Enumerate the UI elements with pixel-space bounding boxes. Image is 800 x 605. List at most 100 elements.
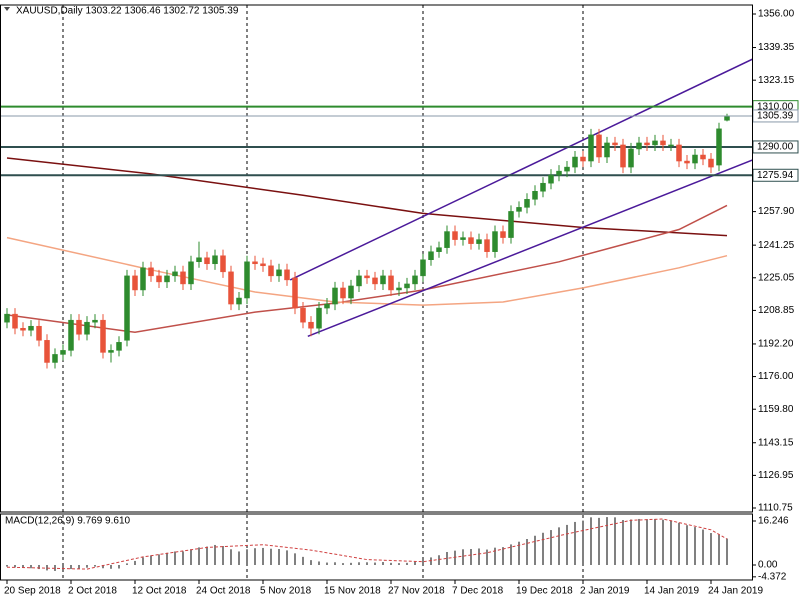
price-label: 1305.39 [757,111,794,122]
macd-bar [142,557,144,565]
candle-body [676,144,682,162]
macd-bar [14,564,16,568]
candle-body [124,275,130,341]
candle-body [604,142,610,158]
candle-body [204,257,210,265]
macd-bar [422,559,424,565]
candle-body [172,271,178,277]
x-tick-label: 24 Oct 2018 [196,586,251,597]
candle-body [44,340,50,363]
macd-bar [54,564,56,571]
macd-bar [254,548,256,565]
macd-bar [230,549,232,565]
candle-body [332,287,338,305]
candle-body [36,325,42,341]
macd-bar [86,564,88,568]
candle-body [636,142,642,150]
macd-bar [638,518,640,565]
candle-body [196,257,202,263]
candle-body [564,166,570,172]
candle-body [60,350,66,355]
macd-bar [566,524,568,565]
macd-bar [614,517,616,565]
level-label: 1275.94 [757,170,794,181]
x-tick-label: 20 Sep 2018 [4,586,61,597]
candle-body [612,142,618,146]
macd-bar [718,534,720,565]
x-tick-label: 27 Nov 2018 [388,586,445,597]
macd-bar [558,527,560,565]
candle-body [396,287,402,291]
x-tick-label: 7 Dec 2018 [452,586,504,597]
candle-body [524,199,530,208]
macd-bar [246,549,248,565]
candle-body [244,261,250,299]
candle-body [572,156,578,168]
candle-body [580,156,586,162]
candle-body [308,321,314,329]
candle-body [548,174,554,184]
candle-body [516,207,522,212]
candle-body [300,307,306,323]
candle-body [436,247,442,252]
macd-bar [694,527,696,565]
macd-bar [182,551,184,565]
candle-body [228,271,234,305]
macd-frame [0,513,753,581]
macd-bar [334,562,336,565]
macd-tick-label: -4.372 [758,571,787,582]
candle-body [540,182,546,192]
candle-body [68,319,74,351]
level-label: 1310.00 [757,101,794,112]
macd-bar [22,564,24,568]
candle-body [644,142,650,146]
macd-signal [6,518,728,570]
macd-bar [190,549,192,565]
macd-bar [486,549,488,565]
macd-bar [174,551,176,565]
candle-body [316,307,322,329]
macd-bar [206,546,208,565]
candle-body [596,134,602,158]
candle-body [356,275,362,287]
trend-line [289,58,752,281]
x-tick-label: 14 Jan 2019 [644,586,699,597]
macd-bar [702,529,704,565]
macd-bar [454,550,456,565]
y-tick-label: 1225.05 [758,272,795,283]
macd-bar [726,538,728,565]
candle-body [428,251,434,260]
macd-bar [590,517,592,565]
y-tick-label: 1323.15 [758,75,795,86]
macd-bar [494,547,496,565]
y-tick-label: 1159.80 [758,404,794,415]
level-label: 1290.00 [757,142,794,153]
macd-bar [446,551,448,565]
candle-body [468,237,474,244]
macd-bar [78,564,80,569]
macd-bar [382,562,384,565]
macd-bar [342,563,344,565]
macd-bar [438,555,440,565]
macd-bar [310,560,312,565]
candle-body [380,275,386,285]
macd-panel [6,517,728,571]
candle-body [252,261,258,265]
macd-bar [118,564,120,569]
candle-body [700,154,706,160]
macd-bar [406,562,408,565]
macd-bar [278,549,280,565]
candle-body [412,275,418,285]
candle-body [52,354,58,363]
candle-body [652,140,658,146]
macd-bar [126,563,128,565]
candle-body [500,231,506,238]
macd-bar [374,562,376,565]
candle-body [324,303,330,309]
candle-body [180,271,186,285]
candle-body [620,144,626,168]
macd-bar [38,564,40,570]
candle-body [108,350,114,353]
macd-bar [670,520,672,565]
macd-title: MACD(12,26,9) 9.769 9.610 [5,516,131,527]
